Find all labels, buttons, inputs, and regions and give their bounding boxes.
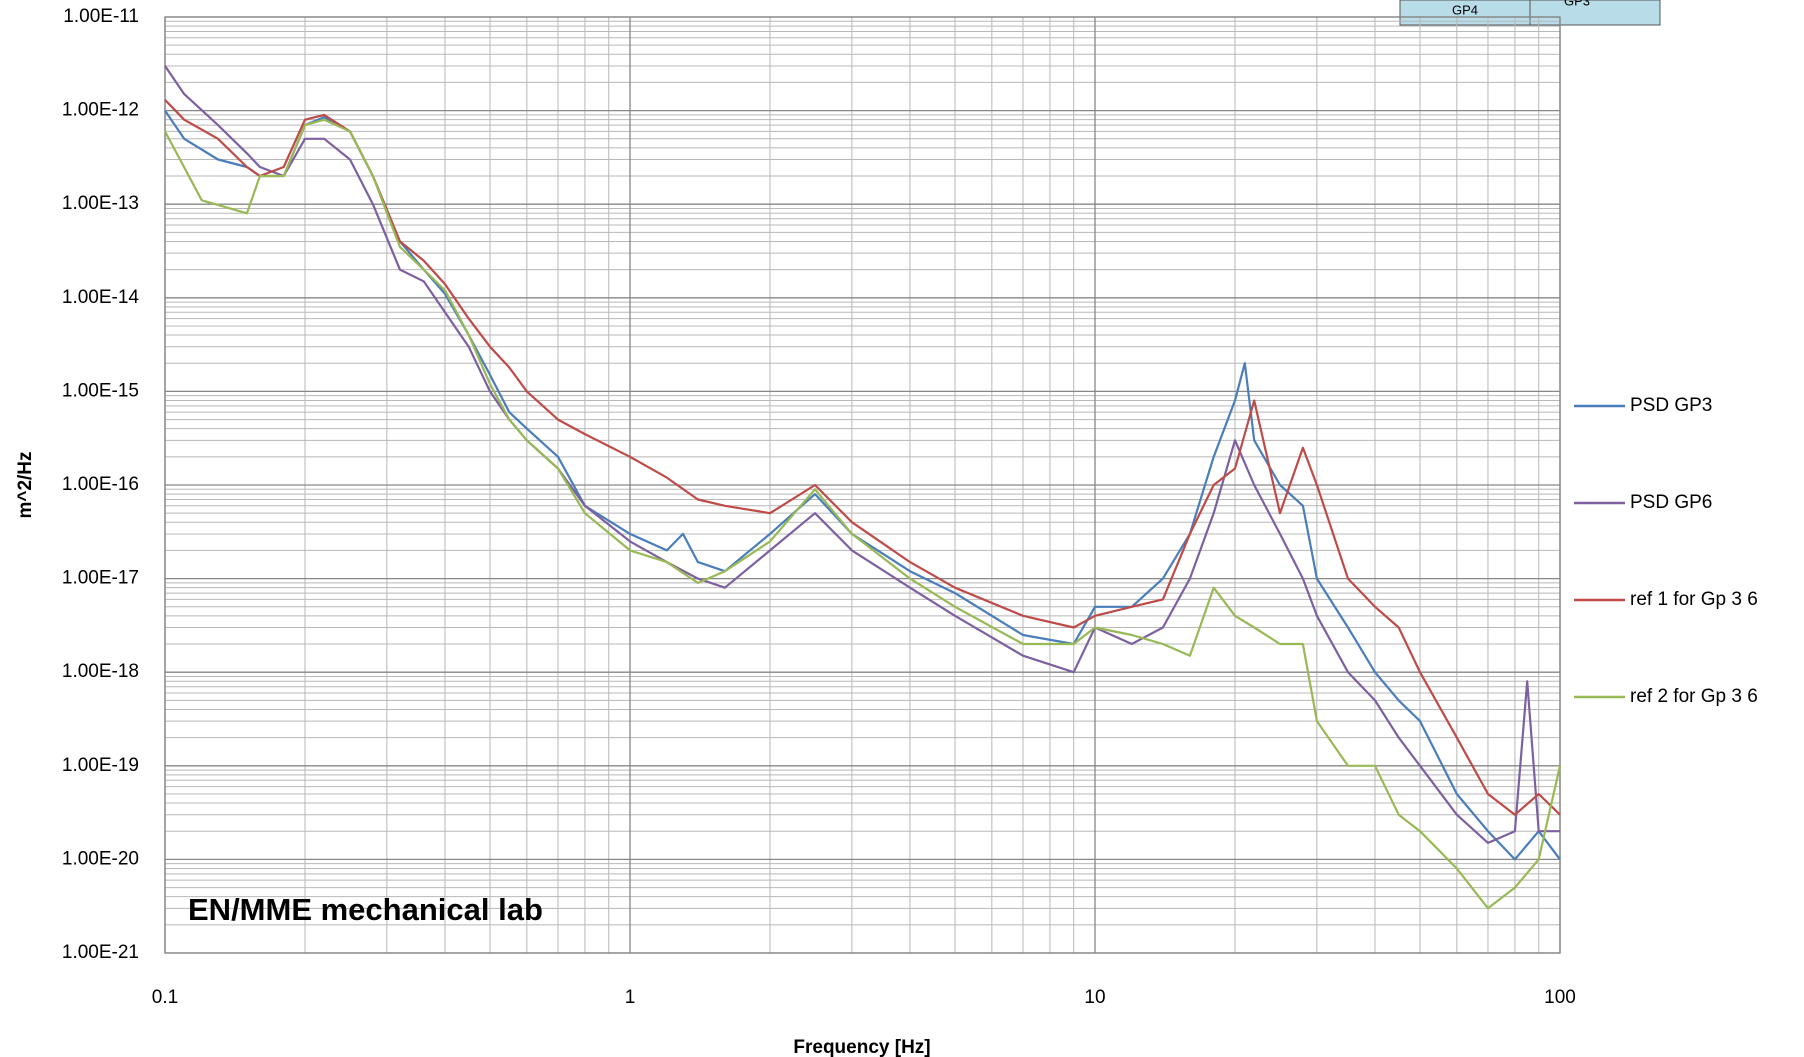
- y-tick-label: 1.00E-11: [63, 6, 139, 27]
- x-axis-title: Frequency [Hz]: [793, 1037, 930, 1057]
- legend-label: PSD GP3: [1630, 395, 1712, 416]
- y-tick-label: 1.00E-19: [62, 755, 139, 776]
- x-tick-label: 10: [1084, 987, 1105, 1008]
- y-tick-label: 1.00E-17: [62, 568, 139, 589]
- series-line: [164, 65, 1560, 844]
- inset-label: GP3: [1564, 0, 1590, 8]
- y-axis-title: m^2/Hz: [15, 451, 36, 518]
- series-line: [164, 118, 1562, 910]
- y-tick-label: 1.00E-13: [62, 193, 139, 214]
- x-tick-label: 0.1: [152, 987, 178, 1008]
- x-tick-label: 100: [1544, 987, 1576, 1008]
- y-tick-label: 1.00E-16: [62, 474, 139, 495]
- x-tick-label: 1: [625, 987, 636, 1008]
- y-tick-label: 1.00E-12: [62, 100, 139, 121]
- plot-border: [164, 16, 1561, 954]
- legend-label: ref 1 for Gp 3 6: [1630, 589, 1758, 610]
- inset-label: GP4: [1452, 2, 1478, 17]
- y-tick-label: 1.00E-20: [62, 848, 139, 869]
- legend-label: PSD GP6: [1630, 492, 1712, 513]
- y-tick-label: 1.00E-21: [62, 942, 139, 963]
- y-tick-label: 1.00E-14: [62, 287, 140, 308]
- legend-label: ref 2 for Gp 3 6: [1630, 686, 1758, 707]
- annotation: EN/MME mechanical lab: [188, 892, 543, 927]
- y-tick-label: 1.00E-18: [62, 661, 139, 682]
- y-tick-label: 1.00E-15: [62, 380, 139, 401]
